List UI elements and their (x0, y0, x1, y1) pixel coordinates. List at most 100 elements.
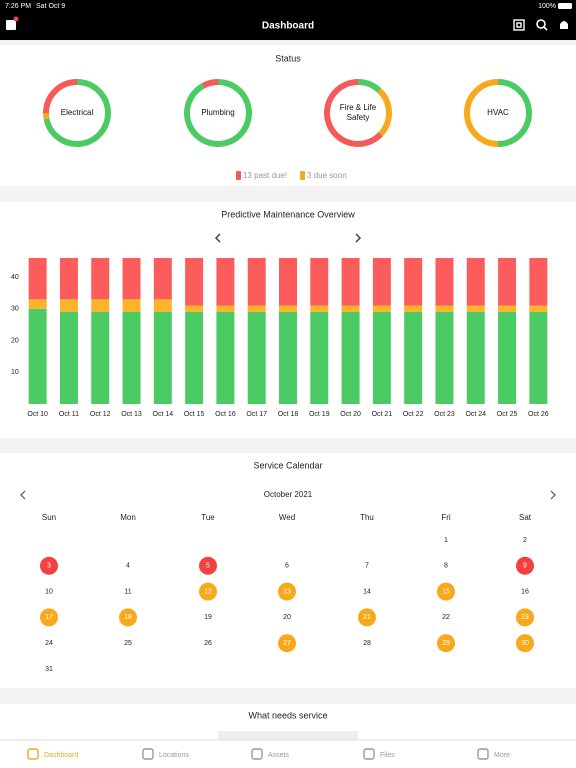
day-marker (278, 634, 296, 653)
day: 9 (523, 563, 527, 570)
weekday: Tue (201, 513, 215, 522)
day: 24 (45, 640, 53, 647)
day: 23 (521, 614, 529, 621)
weekday: Wed (279, 513, 295, 522)
tab-icon (251, 748, 263, 760)
bar-segment (122, 311, 141, 404)
bar-segment (59, 299, 78, 312)
bar-segment (28, 299, 47, 309)
weekday: Sat (519, 513, 532, 522)
tab-icon (142, 748, 154, 760)
bar-segment (247, 305, 266, 312)
legend-text: 3 due soon (307, 171, 347, 180)
y-tick-label: 30 (11, 306, 19, 313)
calendar-month: October 2021 (264, 490, 313, 499)
bar-segment (466, 305, 485, 312)
bar-segment (498, 305, 517, 312)
x-tick-label: Oct 24 (465, 411, 486, 418)
bar-segment (28, 258, 47, 300)
legend-swatch (300, 171, 306, 180)
x-tick-label: Oct 23 (434, 411, 455, 418)
bar-segment (466, 258, 485, 306)
date: Sat Oct 9 (36, 3, 65, 10)
bar-segment (91, 258, 110, 300)
day: 16 (521, 588, 529, 595)
notifications-button[interactable] (560, 21, 568, 29)
prev-month[interactable] (20, 490, 26, 500)
next-month[interactable] (550, 490, 556, 500)
day: 19 (204, 614, 212, 621)
tab-label[interactable]: Assets (268, 752, 290, 759)
battery: 100% (538, 3, 556, 10)
donut-segment (43, 112, 50, 120)
bar-segment (59, 311, 78, 404)
day-marker (516, 608, 534, 627)
search-button[interactable] (536, 19, 548, 31)
day-marker (199, 556, 217, 575)
donut-segment (43, 79, 111, 147)
bar-segment (372, 305, 391, 312)
bar-segment (372, 311, 391, 404)
donut-label: Electrical (60, 108, 94, 117)
tab-icon (27, 748, 39, 760)
bar-segment (122, 258, 141, 300)
prev-button[interactable] (214, 233, 221, 243)
x-tick-label: Oct 19 (309, 411, 330, 418)
donut-segment (43, 79, 78, 114)
calendar-title: Service Calendar (253, 460, 322, 470)
donut-segment (497, 79, 532, 147)
day-marker (437, 582, 455, 601)
bar-segment (91, 311, 110, 404)
day: 26 (204, 640, 212, 647)
day-marker (40, 556, 58, 575)
bar-segment (466, 311, 485, 404)
y-tick-label: 40 (11, 274, 19, 281)
bar-segment (122, 299, 141, 312)
bar-segment (529, 258, 548, 306)
day: 27 (283, 640, 291, 647)
day: 1 (444, 537, 448, 544)
x-tick-label: Oct 18 (278, 411, 299, 418)
day: 29 (442, 640, 450, 647)
bar-segment (310, 258, 329, 306)
bar-segment (498, 311, 517, 404)
weekday: Mon (120, 513, 136, 522)
legend-text: 13 past due! (243, 171, 287, 180)
next-button[interactable] (355, 233, 362, 243)
day: 21 (363, 614, 371, 621)
donut-segment (377, 88, 392, 137)
bar-segment (372, 258, 391, 306)
day-marker (437, 634, 455, 653)
calendar-card (0, 453, 576, 688)
x-tick-label: Oct 17 (246, 411, 267, 418)
day: 2 (523, 537, 527, 544)
x-tick-label: Oct 16 (215, 411, 236, 418)
day: 3 (47, 563, 51, 570)
tab-bar (0, 740, 576, 768)
day: 11 (124, 588, 131, 595)
x-tick-label: Oct 10 (27, 411, 48, 418)
x-tick-label: Oct 22 (403, 411, 424, 418)
day: 25 (124, 640, 132, 647)
bar-segment (91, 299, 110, 312)
donut-label: Plumbing (201, 108, 235, 117)
calendar-button[interactable] (6, 16, 19, 31)
x-tick-label: Oct 26 (528, 411, 549, 418)
day: 8 (444, 563, 448, 570)
bar-segment (498, 258, 517, 306)
bar-segment (185, 305, 204, 312)
tab-label[interactable]: Files (380, 752, 395, 759)
bar-segment (341, 305, 360, 312)
scan-button[interactable] (513, 19, 525, 31)
bar-segment (435, 258, 454, 306)
tab-label[interactable]: Dashboard (44, 752, 78, 759)
day: 20 (283, 614, 291, 621)
tab-label[interactable]: More (494, 752, 510, 759)
donut-segment (184, 79, 252, 147)
day: 30 (521, 640, 529, 647)
legend-swatch (236, 171, 241, 180)
bar-segment (247, 311, 266, 404)
chart-title: Predictive Maintenance Overview (221, 209, 355, 219)
tab-label[interactable]: Locations (159, 752, 189, 759)
bar-segment (216, 305, 235, 312)
